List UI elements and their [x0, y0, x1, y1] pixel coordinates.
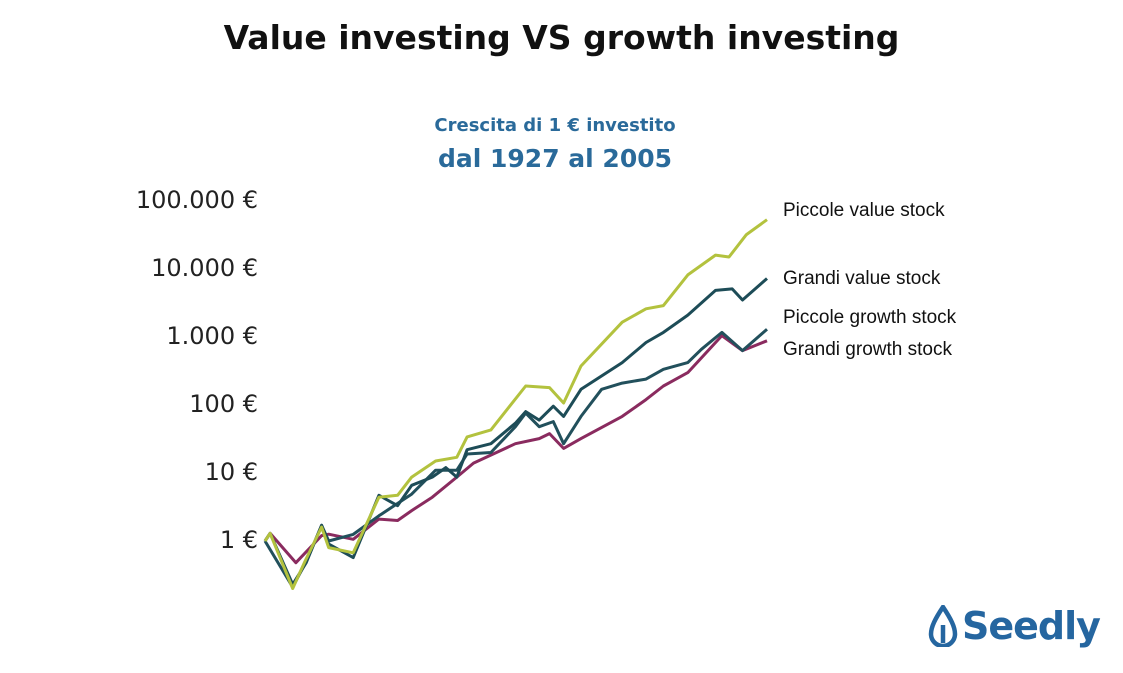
- seedly-logo: Seedly: [928, 604, 1101, 648]
- series-line-grandi-growth-stock: [263, 334, 768, 565]
- series-label: Grandi growth stock: [783, 339, 952, 360]
- chart-subtitle: dal 1927 al 2005: [437, 144, 673, 173]
- seed-icon: [928, 605, 958, 647]
- y-tick-label: 1 €: [219, 526, 258, 554]
- y-tick-label: 10 €: [204, 458, 258, 486]
- y-tick-label: 10.000 €: [151, 254, 258, 282]
- series-line-piccole-value-stock: [263, 218, 768, 590]
- logo-text: Seedly: [962, 604, 1101, 648]
- page-title: Value investing VS growth investing: [223, 18, 900, 57]
- y-tick-label: 1.000 €: [166, 322, 258, 350]
- chart-title: Crescita di 1 € investito: [434, 115, 676, 136]
- series-label: Grandi value stock: [783, 268, 941, 289]
- series-label: Piccole value stock: [783, 200, 945, 221]
- y-tick-label: 100.000 €: [135, 186, 258, 214]
- series-label: Piccole growth stock: [783, 307, 957, 328]
- y-tick-label: 100 €: [189, 390, 258, 418]
